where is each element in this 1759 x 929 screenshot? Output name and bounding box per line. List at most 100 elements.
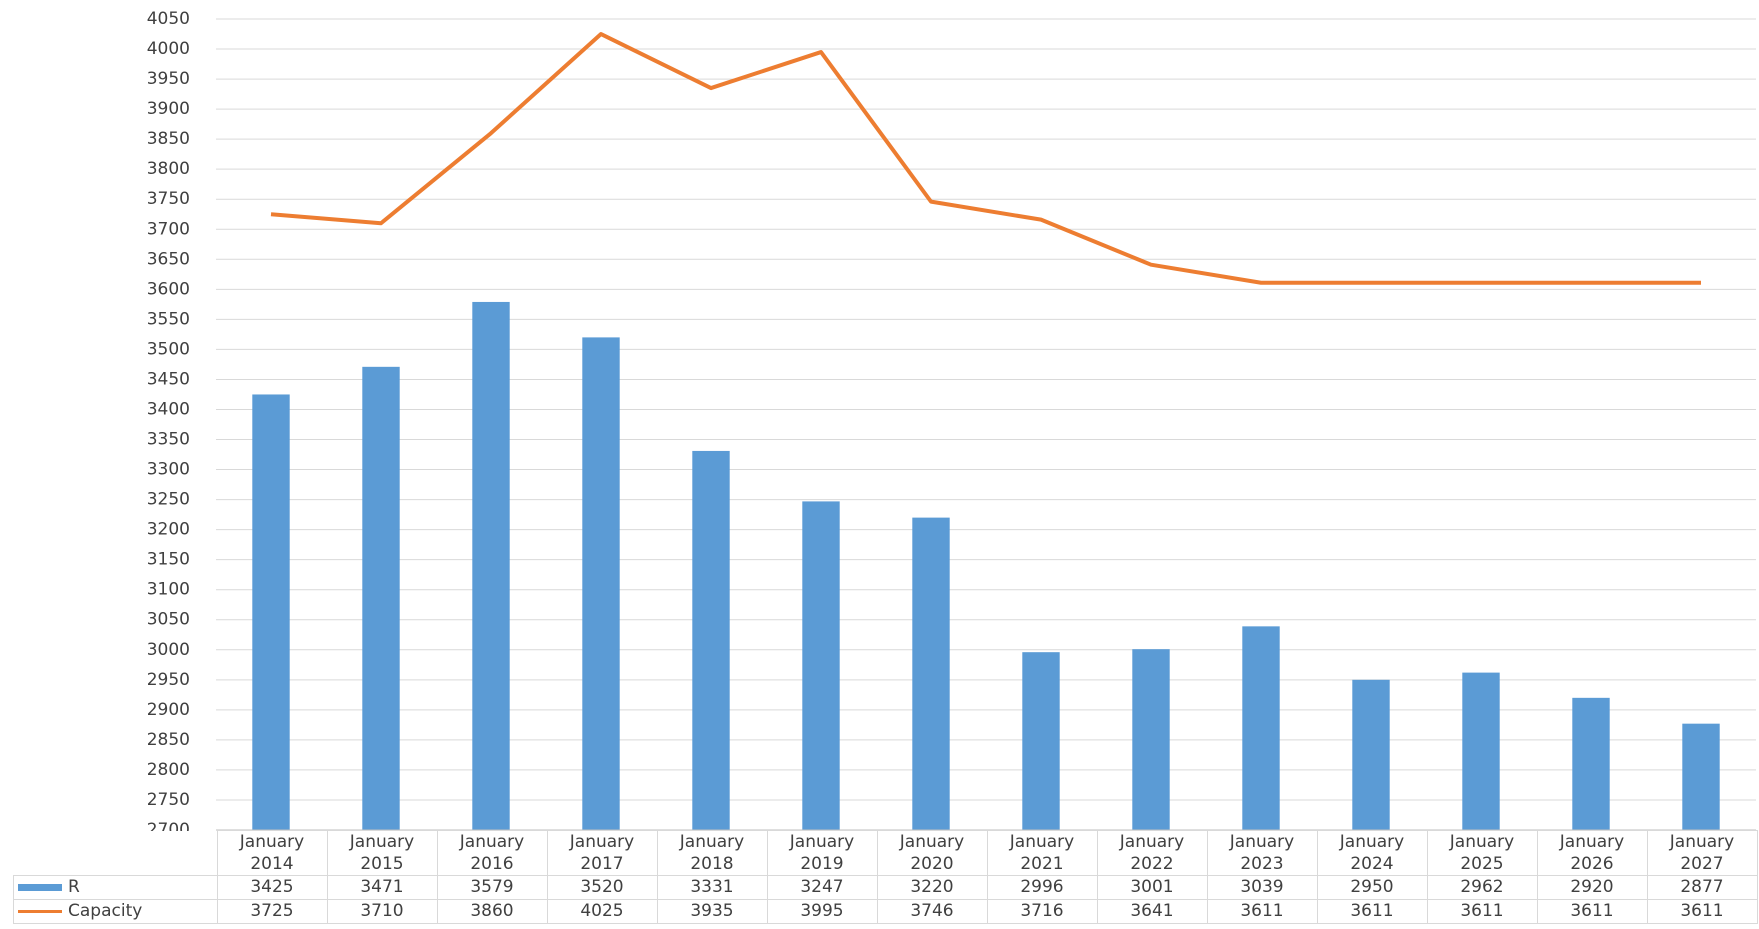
value-cell: 3716: [986, 899, 1098, 924]
x-tick-label: January 2015: [349, 832, 415, 874]
bar: [1242, 626, 1280, 830]
bar: [1132, 649, 1170, 830]
y-tick-label: 3750: [147, 189, 190, 209]
bar: [802, 501, 840, 830]
legend-label: R: [68, 877, 80, 897]
category-cell: January 2024: [1316, 830, 1428, 876]
value-cell: 2962: [1426, 875, 1538, 900]
y-tick-label: 2850: [147, 730, 190, 750]
y-tick-label: 3150: [147, 550, 190, 570]
x-tick-label: January 2016: [459, 832, 525, 874]
x-tick-label: January 2022: [1119, 832, 1185, 874]
bar: [362, 366, 400, 830]
x-tick-label: January 2014: [239, 832, 305, 874]
y-tick-label: 2750: [147, 790, 190, 810]
y-tick-label: 3000: [147, 640, 190, 660]
value-cell: 3746: [876, 899, 988, 924]
y-tick-label: 2700: [147, 820, 190, 831]
bar: [1022, 652, 1060, 830]
value-cell: 3641: [1096, 899, 1208, 924]
value-cell: 3039: [1206, 875, 1318, 900]
y-tick-label: 2800: [147, 760, 190, 780]
bar: [252, 394, 290, 830]
y-tick-label: 4000: [147, 39, 190, 59]
value-cell: 3220: [876, 875, 988, 900]
category-cell: January 2027: [1646, 830, 1758, 876]
y-tick-label: 3450: [147, 369, 190, 389]
header-row: January 2014 January 2015 January 2016 Janu…: [14, 830, 1758, 876]
series-row: Capacity 3725 3710 3860 4025 3935 3995 3746 3716…: [13, 899, 1758, 924]
data-table: January 2014 January 2015 January 2016 Janu…: [13, 830, 1758, 924]
corner: [14, 831, 218, 876]
y-tick-label: 3400: [147, 399, 190, 419]
value-cell: 3611: [1206, 899, 1318, 924]
category-cell: January 2023: [1206, 830, 1318, 876]
y-tick-label: 3100: [147, 580, 190, 600]
value-cell: 3247: [766, 875, 878, 900]
category-cell: January 2017: [546, 830, 658, 876]
legend-swatch: [18, 909, 62, 913]
x-tick-label: January 2021: [1009, 832, 1075, 874]
category-cell: January 2025: [1426, 830, 1538, 876]
y-tick-label: 3800: [147, 159, 190, 179]
legend-cell: Capacity: [13, 899, 218, 924]
y-tick-label: 3900: [147, 99, 190, 119]
bar: [1572, 697, 1610, 830]
bar: [1352, 679, 1390, 830]
value-cell: 3579: [436, 875, 548, 900]
value-cell: 3425: [216, 875, 328, 900]
y-tick-label: 3650: [147, 249, 190, 269]
y-tick-label: 3500: [147, 339, 190, 359]
y-tick-label: 2950: [147, 670, 190, 690]
y-tick-label: 4050: [147, 9, 190, 29]
y-tick-label: 3250: [147, 490, 190, 510]
category-cell: January 2020: [876, 830, 988, 876]
bar: [912, 517, 950, 830]
category-cell: January 2019: [766, 830, 878, 876]
y-tick-label: 3200: [147, 520, 190, 540]
line: [270, 32, 1701, 285]
value-cell: 2996: [986, 875, 1098, 900]
x-tick-label: January 2017: [569, 832, 635, 874]
x-tick-label: January 2020: [899, 832, 965, 874]
x-tick-label: January 2027: [1669, 832, 1735, 874]
x-tick-label: January 2024: [1339, 832, 1405, 874]
value-cell: 2877: [1646, 875, 1758, 900]
y-tick-label: 3050: [147, 610, 190, 630]
y-tick-label: 2900: [147, 700, 190, 720]
legend-cell: R: [13, 875, 218, 900]
x-tick-label: January 2023: [1229, 832, 1295, 874]
bar: [1462, 672, 1500, 830]
x-tick-label: January 2018: [679, 832, 745, 874]
chart: 2700 2750 2800 2850 2900 2950 3000 3050 3100 3150…: [147, 9, 1756, 831]
y-tick-label: 3550: [147, 309, 190, 329]
value-cell: 3710: [326, 899, 438, 924]
value-cell: 3331: [656, 875, 768, 900]
category-cell: January 2026: [1536, 830, 1648, 876]
value-cell: 3611: [1316, 899, 1428, 924]
value-cell: 3725: [216, 899, 328, 924]
category-cell: January 2022: [1096, 830, 1208, 876]
value-cell: 3520: [546, 875, 658, 900]
value-cell: 3471: [326, 875, 438, 900]
y-tick-label: 3300: [147, 460, 190, 480]
bar: [1682, 723, 1720, 830]
category-cell: January 2018: [656, 830, 768, 876]
series-row: R 3425 3471 3579 3520 3331 3247 3220 2996 3001 303…: [13, 875, 1758, 900]
y-tick-label: 3700: [147, 219, 190, 239]
y-tick-label: 3950: [147, 69, 190, 89]
value-cell: 3935: [656, 899, 768, 924]
value-cell: 2950: [1316, 875, 1428, 900]
y-tick-label: 3350: [147, 430, 190, 450]
value-cell: 3995: [766, 899, 878, 924]
value-cell: 4025: [546, 899, 658, 924]
bar: [692, 450, 730, 830]
category-cell: January 2014: [216, 830, 328, 876]
value-cell: 3611: [1536, 899, 1648, 924]
category-cell: January 2021: [986, 830, 1098, 876]
y-tick-label: 3850: [147, 129, 190, 149]
category-cell: January 2016: [436, 830, 548, 876]
value-cell: 3001: [1096, 875, 1208, 900]
category-cell: January 2015: [326, 830, 438, 876]
